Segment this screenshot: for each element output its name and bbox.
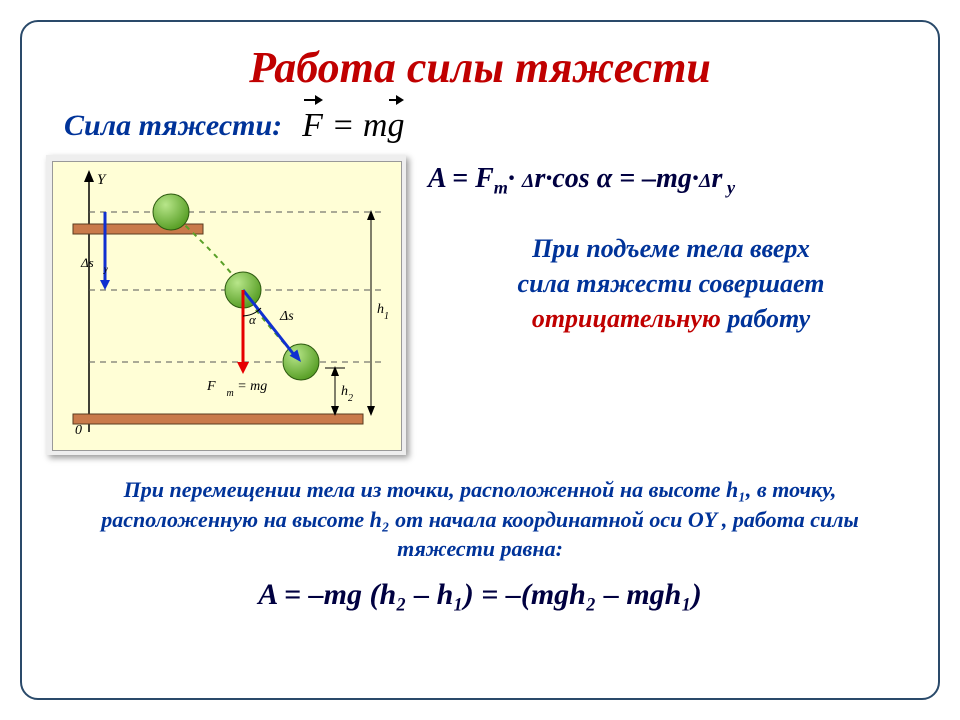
eq-delta: Δ: [699, 170, 712, 192]
slide-frame: Работа силы тяжести Сила тяжести: F = mg…: [20, 20, 940, 700]
svg-text:F⃗т = mg⃗: F⃗т = mg⃗: [206, 379, 278, 399]
stmt-line: работу: [721, 304, 810, 333]
stmt-line: сила тяжести совершает: [518, 269, 825, 298]
bottom-paragraph: При перемещении тела из точки, расположе…: [46, 475, 914, 564]
formula-eq: =: [323, 107, 363, 144]
work-equation: A = Fт· Δr·cos α = –mg·Δr y: [428, 163, 914, 199]
eq-sub: т: [494, 178, 508, 198]
main-formula: F = mg: [302, 107, 404, 145]
svg-text:h2: h2: [341, 384, 353, 404]
svg-text:0: 0: [75, 423, 82, 438]
bottom-equation: A = –mg (h₂ – h₁) = –(mgh₂ – mgh₁): [46, 578, 914, 612]
diagram-frame: Y 0 Δs⃗ Δs⃗y α F⃗т = mg⃗ h1 h2: [46, 155, 406, 455]
eq-part: ·: [508, 163, 522, 194]
subtitle-row: Сила тяжести: F = mg: [46, 107, 914, 145]
formula-m: m: [363, 107, 388, 144]
diagram: Y 0 Δs⃗ Δs⃗y α F⃗т = mg⃗ h1 h2: [52, 161, 402, 451]
eq-part: A = F: [428, 163, 494, 194]
statement-text: При подъеме тела вверх сила тяжести сове…: [428, 231, 914, 336]
svg-text:Δs⃗y: Δs⃗y: [80, 255, 108, 274]
eq-part: r: [534, 163, 545, 194]
eq-delta: Δ: [522, 170, 535, 192]
diagram-svg: Y 0 Δs⃗ Δs⃗y α F⃗т = mg⃗ h1 h2: [53, 162, 401, 450]
svg-text:α: α: [249, 312, 257, 327]
slide-title: Работа силы тяжести: [46, 42, 914, 93]
subtitle-label: Сила тяжести:: [64, 109, 282, 143]
formula-F: F: [302, 107, 323, 144]
stmt-line: При подъеме тела вверх: [532, 234, 810, 263]
svg-text:h1: h1: [377, 302, 389, 322]
formula-g: g: [387, 107, 404, 144]
mid-row: Y0Δs⃗Δs⃗yαF⃗т = mg⃗h1h2 A = Fт· Δr·cos α…: [46, 155, 914, 455]
eq-part: r: [711, 163, 722, 194]
svg-text:Y: Y: [97, 172, 107, 188]
eq-sub: y: [722, 178, 735, 198]
stmt-negative: отрицательную: [532, 304, 721, 333]
right-column: A = Fт· Δr·cos α = –mg·Δr y При подъеме …: [428, 155, 914, 336]
svg-text:Δs⃗: Δs⃗: [279, 309, 305, 324]
eq-part: ·cos α = –mg·: [545, 163, 699, 194]
